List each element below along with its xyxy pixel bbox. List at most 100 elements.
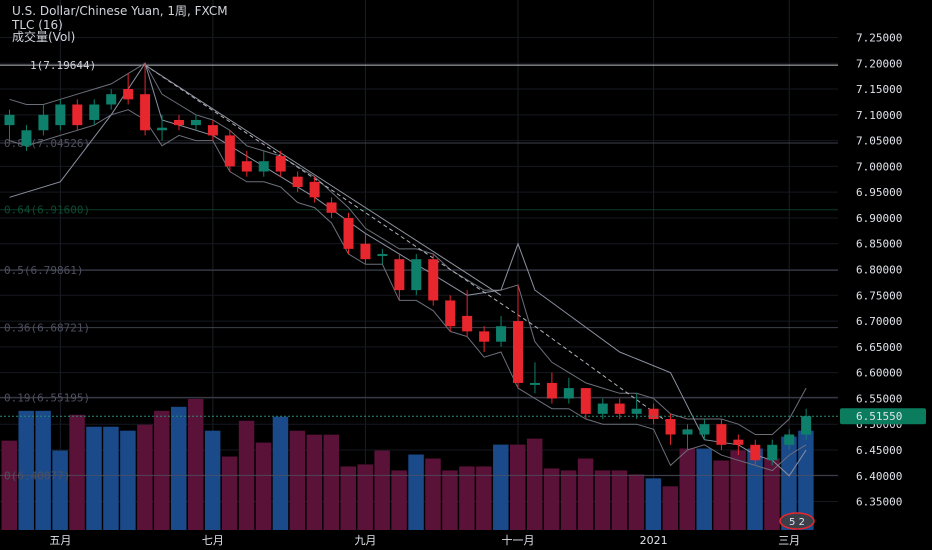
candle — [275, 150, 286, 177]
candle — [699, 419, 710, 440]
volume-bar — [645, 478, 662, 530]
volume-bar — [560, 470, 577, 530]
volume-bar — [526, 438, 543, 530]
x-tick-label: 九月 — [354, 534, 376, 547]
volume-bar — [747, 448, 763, 530]
trendline-solid — [144, 64, 502, 296]
candle — [801, 408, 812, 440]
candle-body — [699, 424, 710, 435]
price-badge-label: 6.51550 — [856, 410, 902, 423]
y-tick-label: 6.55000 — [856, 392, 902, 405]
candle — [462, 290, 473, 337]
candle-body — [496, 326, 507, 342]
y-tick-label: 6.70000 — [856, 315, 902, 328]
candle-body — [546, 382, 557, 399]
candle — [428, 254, 439, 306]
candle — [89, 99, 100, 126]
volume-bar — [476, 466, 492, 530]
fib-level-label: 0(6.40077) — [4, 469, 70, 482]
candle-body — [89, 104, 100, 120]
candle — [360, 233, 371, 265]
candle — [496, 315, 507, 347]
candle — [207, 119, 218, 141]
candle-body — [750, 444, 761, 461]
volume-bar — [204, 430, 221, 530]
candle-body — [258, 161, 269, 172]
candle-body — [631, 408, 642, 414]
candle-body — [157, 127, 168, 131]
candle-body — [784, 434, 795, 445]
tradingview-logo-badge: 5 2 — [779, 512, 815, 530]
candle — [326, 197, 337, 218]
candle-body — [597, 403, 608, 414]
fib-level-label: 0.36(6.68721) — [4, 322, 90, 335]
volume-bar — [323, 434, 340, 530]
candle — [648, 403, 659, 425]
volume-bar — [86, 426, 102, 530]
candle — [479, 326, 490, 352]
candle — [767, 439, 778, 466]
candle — [750, 439, 761, 466]
candle-body — [648, 408, 659, 420]
trendline-dashed — [144, 64, 671, 425]
candle — [55, 99, 66, 131]
volume-bar — [442, 470, 458, 530]
candle — [224, 130, 235, 172]
volume-bar — [408, 454, 424, 530]
fib-level-label: 0.5(6.79861) — [4, 264, 83, 277]
candle — [377, 248, 388, 265]
candle-body — [343, 217, 354, 249]
y-tick-label: 6.35000 — [856, 496, 902, 509]
x-tick-label: 七月 — [202, 534, 224, 547]
volume-bar — [577, 458, 594, 530]
volume-bar — [611, 470, 628, 530]
volume-bar — [221, 456, 238, 530]
candle — [513, 284, 523, 389]
candle — [546, 372, 557, 404]
y-tick-label: 7.25000 — [856, 31, 902, 44]
candle-body — [801, 416, 812, 435]
candle-body — [360, 243, 371, 260]
volume-bar — [781, 436, 797, 530]
volume-bar — [289, 430, 306, 530]
y-tick-label: 6.60000 — [856, 367, 902, 380]
y-tick-label: 7.00000 — [856, 160, 902, 173]
volume-bar — [628, 474, 645, 530]
volume-bar — [137, 424, 153, 530]
y-tick-label: 7.15000 — [856, 83, 902, 96]
candle — [140, 63, 151, 136]
candle-body — [394, 259, 405, 291]
volume-bar — [52, 450, 68, 530]
volume-bar — [154, 410, 170, 530]
y-tick-label: 6.75000 — [856, 289, 902, 302]
volume-bar — [357, 464, 373, 530]
logo-ellipse — [779, 512, 815, 530]
candle-body — [123, 89, 134, 100]
candle — [258, 150, 269, 177]
candle — [597, 398, 608, 420]
candle — [72, 99, 83, 131]
price-axis-background — [838, 0, 932, 550]
fib-level-label: 0.64(6.91600) — [4, 204, 90, 217]
candle — [292, 171, 303, 193]
candle-body — [529, 382, 540, 385]
y-tick-label: 7.10000 — [856, 109, 902, 122]
candle — [411, 254, 422, 296]
volume-bar — [679, 448, 695, 530]
candle — [174, 114, 184, 131]
y-tick-label: 6.90000 — [856, 212, 902, 225]
candle-body — [614, 403, 625, 414]
candle — [123, 73, 134, 105]
candle — [563, 377, 574, 404]
candle-body — [140, 94, 151, 131]
candle — [309, 176, 320, 203]
volume-bar — [696, 448, 712, 530]
x-tick-label: 2021 — [640, 534, 668, 547]
candle-body — [72, 104, 83, 126]
candle-body — [21, 130, 32, 146]
volume-bar — [493, 444, 509, 530]
candle-body — [513, 321, 523, 383]
volume-bar — [764, 458, 780, 530]
candle — [4, 109, 15, 141]
